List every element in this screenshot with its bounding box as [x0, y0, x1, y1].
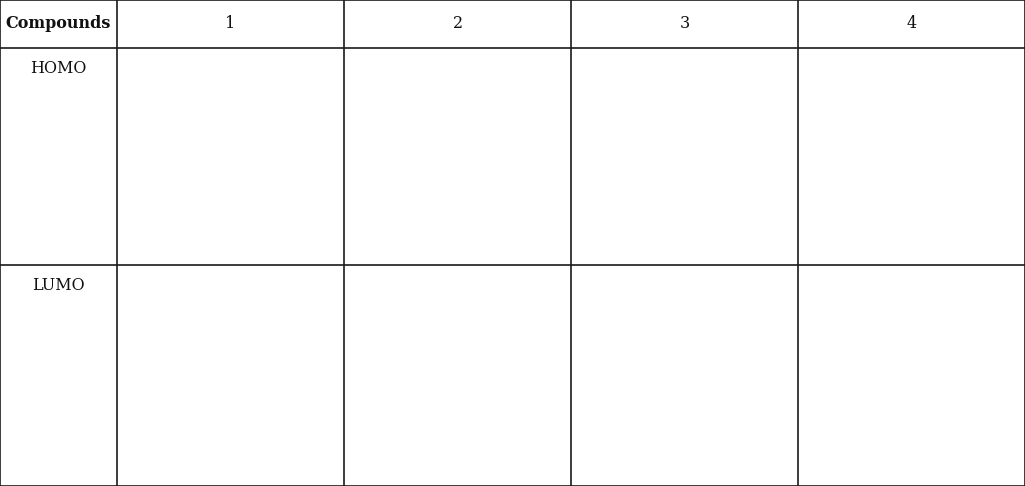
Bar [0, 48, 117, 265]
Text: 3: 3 [680, 16, 690, 33]
Bar [117, 0, 344, 48]
Text: 2: 2 [452, 16, 462, 33]
Bar [798, 265, 1025, 486]
Bar [117, 265, 344, 486]
Bar [798, 48, 1025, 265]
Text: LUMO: LUMO [32, 277, 85, 294]
Bar [117, 48, 344, 265]
Bar [0, 265, 117, 486]
Text: 1: 1 [226, 16, 236, 33]
Bar [571, 265, 798, 486]
Bar [344, 0, 571, 48]
Bar [344, 48, 571, 265]
Bar [798, 0, 1025, 48]
Bar [344, 265, 571, 486]
Text: HOMO: HOMO [31, 60, 87, 77]
Bar [0, 0, 117, 48]
Bar [571, 48, 798, 265]
Text: Compounds: Compounds [6, 16, 111, 33]
Bar [571, 0, 798, 48]
Text: 4: 4 [906, 16, 916, 33]
